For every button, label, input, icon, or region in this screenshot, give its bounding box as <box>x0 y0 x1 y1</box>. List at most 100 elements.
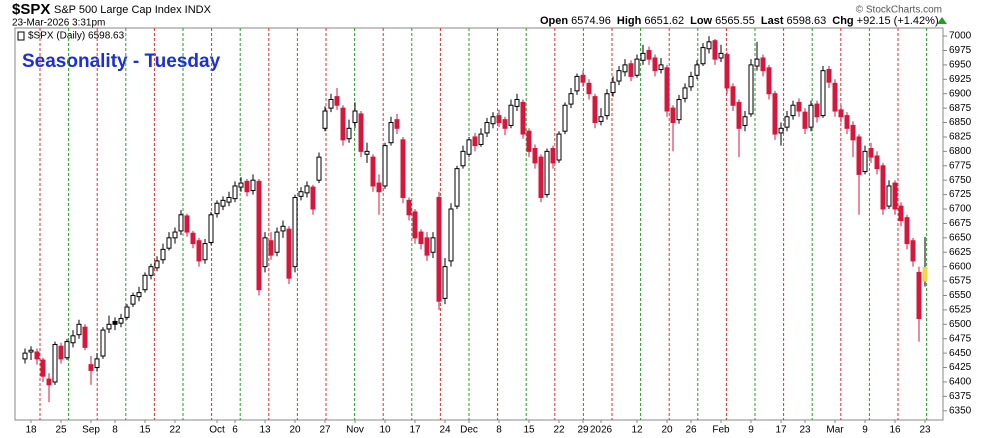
y-tick-label: 6650 <box>949 232 972 243</box>
candle-body <box>562 104 568 132</box>
candle-body <box>178 214 184 232</box>
candle-body <box>520 101 526 135</box>
candle-body <box>718 52 724 59</box>
y-tick-label: 6875 <box>949 103 972 114</box>
legend-icon <box>17 31 25 41</box>
candle-body <box>904 217 910 245</box>
y-tick-label: 6625 <box>949 247 972 258</box>
candle-body <box>418 231 424 245</box>
x-tick-label: 20 <box>661 425 673 436</box>
candle-body <box>226 196 232 203</box>
y-tick-label: 7000 <box>949 31 972 42</box>
instrument-name: S&P 500 Large Cap Index INDX <box>54 4 212 16</box>
candle-body <box>346 127 352 140</box>
x-tick-label: Oct <box>209 425 225 436</box>
y-tick-label: 6950 <box>949 60 972 71</box>
candle-body <box>406 199 412 216</box>
candle-body <box>364 150 370 155</box>
y-tick-label: 6775 <box>949 160 972 171</box>
candle-body <box>46 378 52 386</box>
y-tick-label: 6525 <box>949 305 972 316</box>
y-tick-label: 6500 <box>949 319 972 330</box>
x-tick-label: 8 <box>112 425 118 436</box>
candle-body <box>610 81 616 94</box>
candle-body <box>124 306 130 318</box>
candle-body <box>340 107 346 141</box>
stat-value: 6651.62 <box>644 15 684 27</box>
candle-body <box>268 240 274 256</box>
candle-body <box>538 156 544 198</box>
y-tick-label: 6550 <box>949 290 972 301</box>
candle-body <box>112 320 118 325</box>
candle-body <box>802 111 808 129</box>
candle-body <box>574 75 580 92</box>
candle-body <box>58 345 64 360</box>
candle-body <box>736 101 742 129</box>
y-tick-label: 6475 <box>949 333 972 344</box>
candle-body <box>820 70 826 117</box>
candle-body <box>196 240 202 262</box>
candle-body <box>202 243 208 261</box>
timestamp: 23-Mar-2026 3:31pm <box>12 18 105 29</box>
credit: © StockCharts.com <box>856 5 942 16</box>
candle-body <box>88 364 94 371</box>
candle-body <box>34 351 40 360</box>
x-tick-label: Feb <box>712 425 730 436</box>
stat-value: +92.15 (+1.42%) <box>857 15 939 27</box>
candle-body <box>622 64 628 73</box>
candle-body <box>784 116 790 128</box>
candle-body <box>514 98 520 107</box>
candle-body <box>766 67 772 95</box>
x-tick-label: 29 <box>577 425 589 436</box>
candle-body <box>184 215 190 233</box>
y-tick-label: 6575 <box>949 276 972 287</box>
candle-body <box>448 208 454 262</box>
x-tick-label: 27 <box>319 425 331 436</box>
candle-body <box>412 211 418 239</box>
candle-body <box>640 52 646 61</box>
candle-body <box>190 232 196 245</box>
candle-body <box>868 147 874 158</box>
candle-body <box>334 96 340 106</box>
candle-body <box>832 82 838 112</box>
candle-body <box>886 185 892 207</box>
candle-body <box>544 150 550 196</box>
x-tick-label: 20 <box>289 425 301 436</box>
candle-body <box>694 64 700 76</box>
stat-label: Chg <box>832 15 853 27</box>
candle-body <box>70 335 76 344</box>
stat-label: Open <box>540 15 568 27</box>
x-tick-label: 25 <box>55 425 67 436</box>
y-tick-label: 6975 <box>949 45 972 56</box>
candle-body <box>700 47 706 65</box>
candle-body <box>40 359 46 377</box>
candle-body <box>874 155 880 170</box>
candle-body <box>586 82 592 95</box>
candle-body <box>460 150 466 167</box>
x-tick-label: 16 <box>889 425 901 436</box>
candle-body <box>82 326 88 348</box>
candle-body <box>220 199 226 207</box>
candle-body <box>814 103 820 118</box>
candle-body <box>148 266 154 276</box>
legend: $SPX (Daily) 6598.63 <box>28 31 125 42</box>
candle-body <box>778 127 784 134</box>
candle-body <box>490 116 496 125</box>
candle-body <box>160 248 166 261</box>
candle-body <box>298 191 304 197</box>
candle-body <box>442 266 448 299</box>
x-tick-label: 2026 <box>590 425 613 436</box>
candle-body <box>304 185 310 194</box>
candle-body <box>496 115 502 124</box>
y-tick-label: 6750 <box>949 175 972 186</box>
candle-body <box>322 110 328 129</box>
candle-body <box>352 110 358 124</box>
candle-body <box>508 104 514 126</box>
x-tick-label: 9 <box>748 425 754 436</box>
candle-body <box>166 237 172 249</box>
stat-label: High <box>617 15 642 27</box>
candle-body <box>430 237 436 253</box>
x-tick-label: 13 <box>259 425 271 436</box>
y-tick-label: 6825 <box>949 132 972 143</box>
